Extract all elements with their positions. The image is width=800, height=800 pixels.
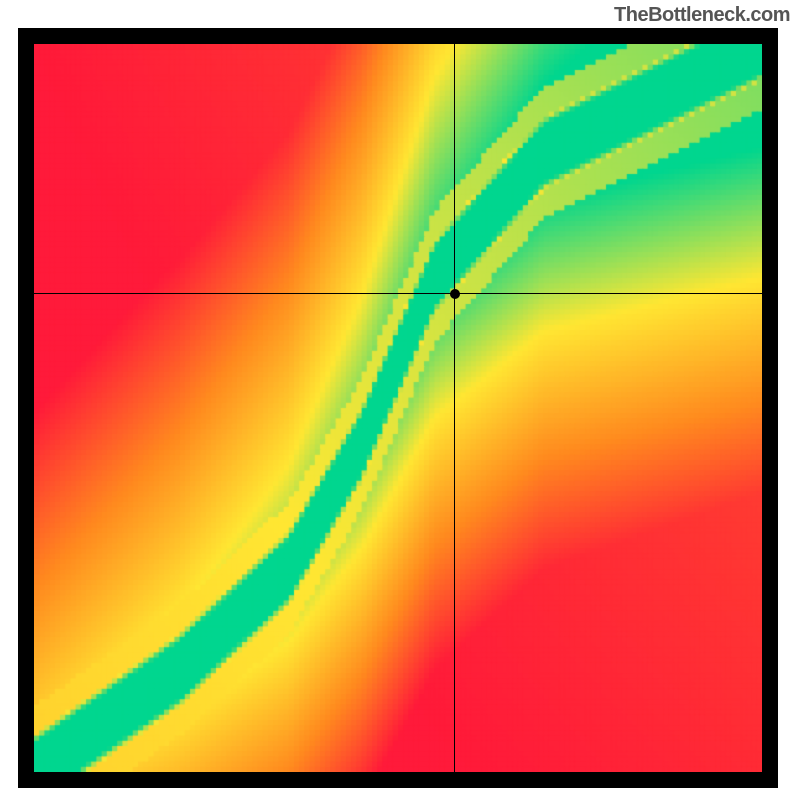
crosshair-vertical <box>454 44 455 772</box>
watermark-text: TheBottleneck.com <box>614 4 790 27</box>
crosshair-marker <box>450 289 460 299</box>
crosshair-horizontal <box>34 293 762 294</box>
heatmap-canvas <box>34 44 762 772</box>
